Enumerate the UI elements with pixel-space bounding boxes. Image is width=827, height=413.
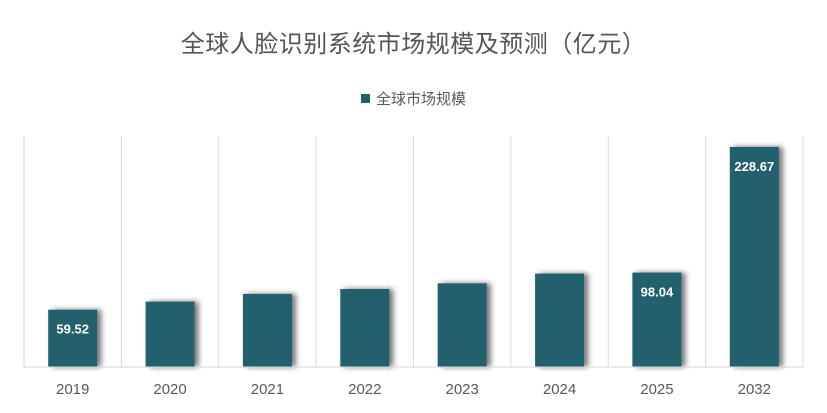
legend-swatch xyxy=(360,94,370,103)
bar-2025 xyxy=(632,272,682,367)
x-tick-label: 2021 xyxy=(251,381,284,398)
bar-2023 xyxy=(437,283,487,367)
bar-2019 xyxy=(48,309,98,367)
legend: 全球市场规模 xyxy=(0,88,827,109)
bar-2022 xyxy=(340,289,390,367)
x-tick-label: 2022 xyxy=(348,381,381,398)
x-tick-label: 2025 xyxy=(640,381,673,398)
x-tick-label: 2020 xyxy=(153,381,186,398)
bar-2021 xyxy=(242,293,292,368)
x-tick-label: 2024 xyxy=(543,381,576,398)
legend-label: 全球市场规模 xyxy=(375,90,466,108)
x-tick-label: 2019 xyxy=(56,381,89,398)
bar-2032 xyxy=(729,146,779,367)
data-label-2025: 98.04 xyxy=(641,285,674,300)
x-tick-label: 2032 xyxy=(738,381,771,398)
data-label-2032: 228.67 xyxy=(734,159,774,174)
data-label-2019: 59.52 xyxy=(56,322,89,337)
bar-2020 xyxy=(145,301,195,368)
chart-title: 全球人脸识别系统市场规模及预测（亿元） xyxy=(180,30,647,58)
x-tick-label: 2023 xyxy=(446,381,479,398)
bar-2024 xyxy=(535,273,585,367)
